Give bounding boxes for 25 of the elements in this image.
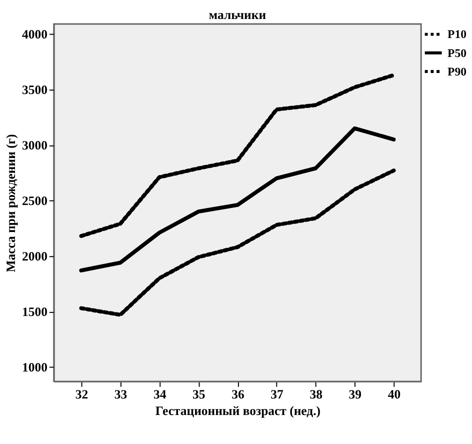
y-tick-label: 4000 — [22, 27, 48, 42]
legend-label: P10 — [448, 28, 467, 42]
x-tick-label: 37 — [270, 388, 284, 402]
x-axis-title: Гестационный возраст (нед.) — [155, 404, 321, 418]
legend-label: P50 — [448, 46, 467, 60]
line-series — [79, 126, 396, 272]
y-tick-label: 2000 — [22, 249, 48, 264]
x-tick-label: 35 — [192, 388, 206, 402]
x-tick-label: 39 — [348, 388, 362, 402]
y-tick-label: 1500 — [22, 304, 48, 319]
legend-label: P90 — [448, 65, 467, 78]
y-tick-label: 3000 — [22, 138, 48, 152]
x-tick-label: 40 — [388, 388, 401, 402]
y-tick-label: 1000 — [22, 360, 48, 374]
x-tick-label: 34 — [153, 388, 167, 402]
x-tick-label: 38 — [310, 388, 322, 402]
y-tick-label: 2500 — [22, 194, 48, 208]
line-series — [79, 73, 396, 238]
x-tick-label: 33 — [114, 388, 128, 402]
y-tick-label: 3500 — [22, 82, 48, 97]
line-series — [79, 168, 396, 317]
x-tick-label: 36 — [232, 388, 244, 402]
x-tick-label: 32 — [75, 388, 88, 402]
y-axis-title: Масса при рождении (г) — [4, 134, 18, 272]
chart-title: мальчики — [208, 8, 266, 22]
